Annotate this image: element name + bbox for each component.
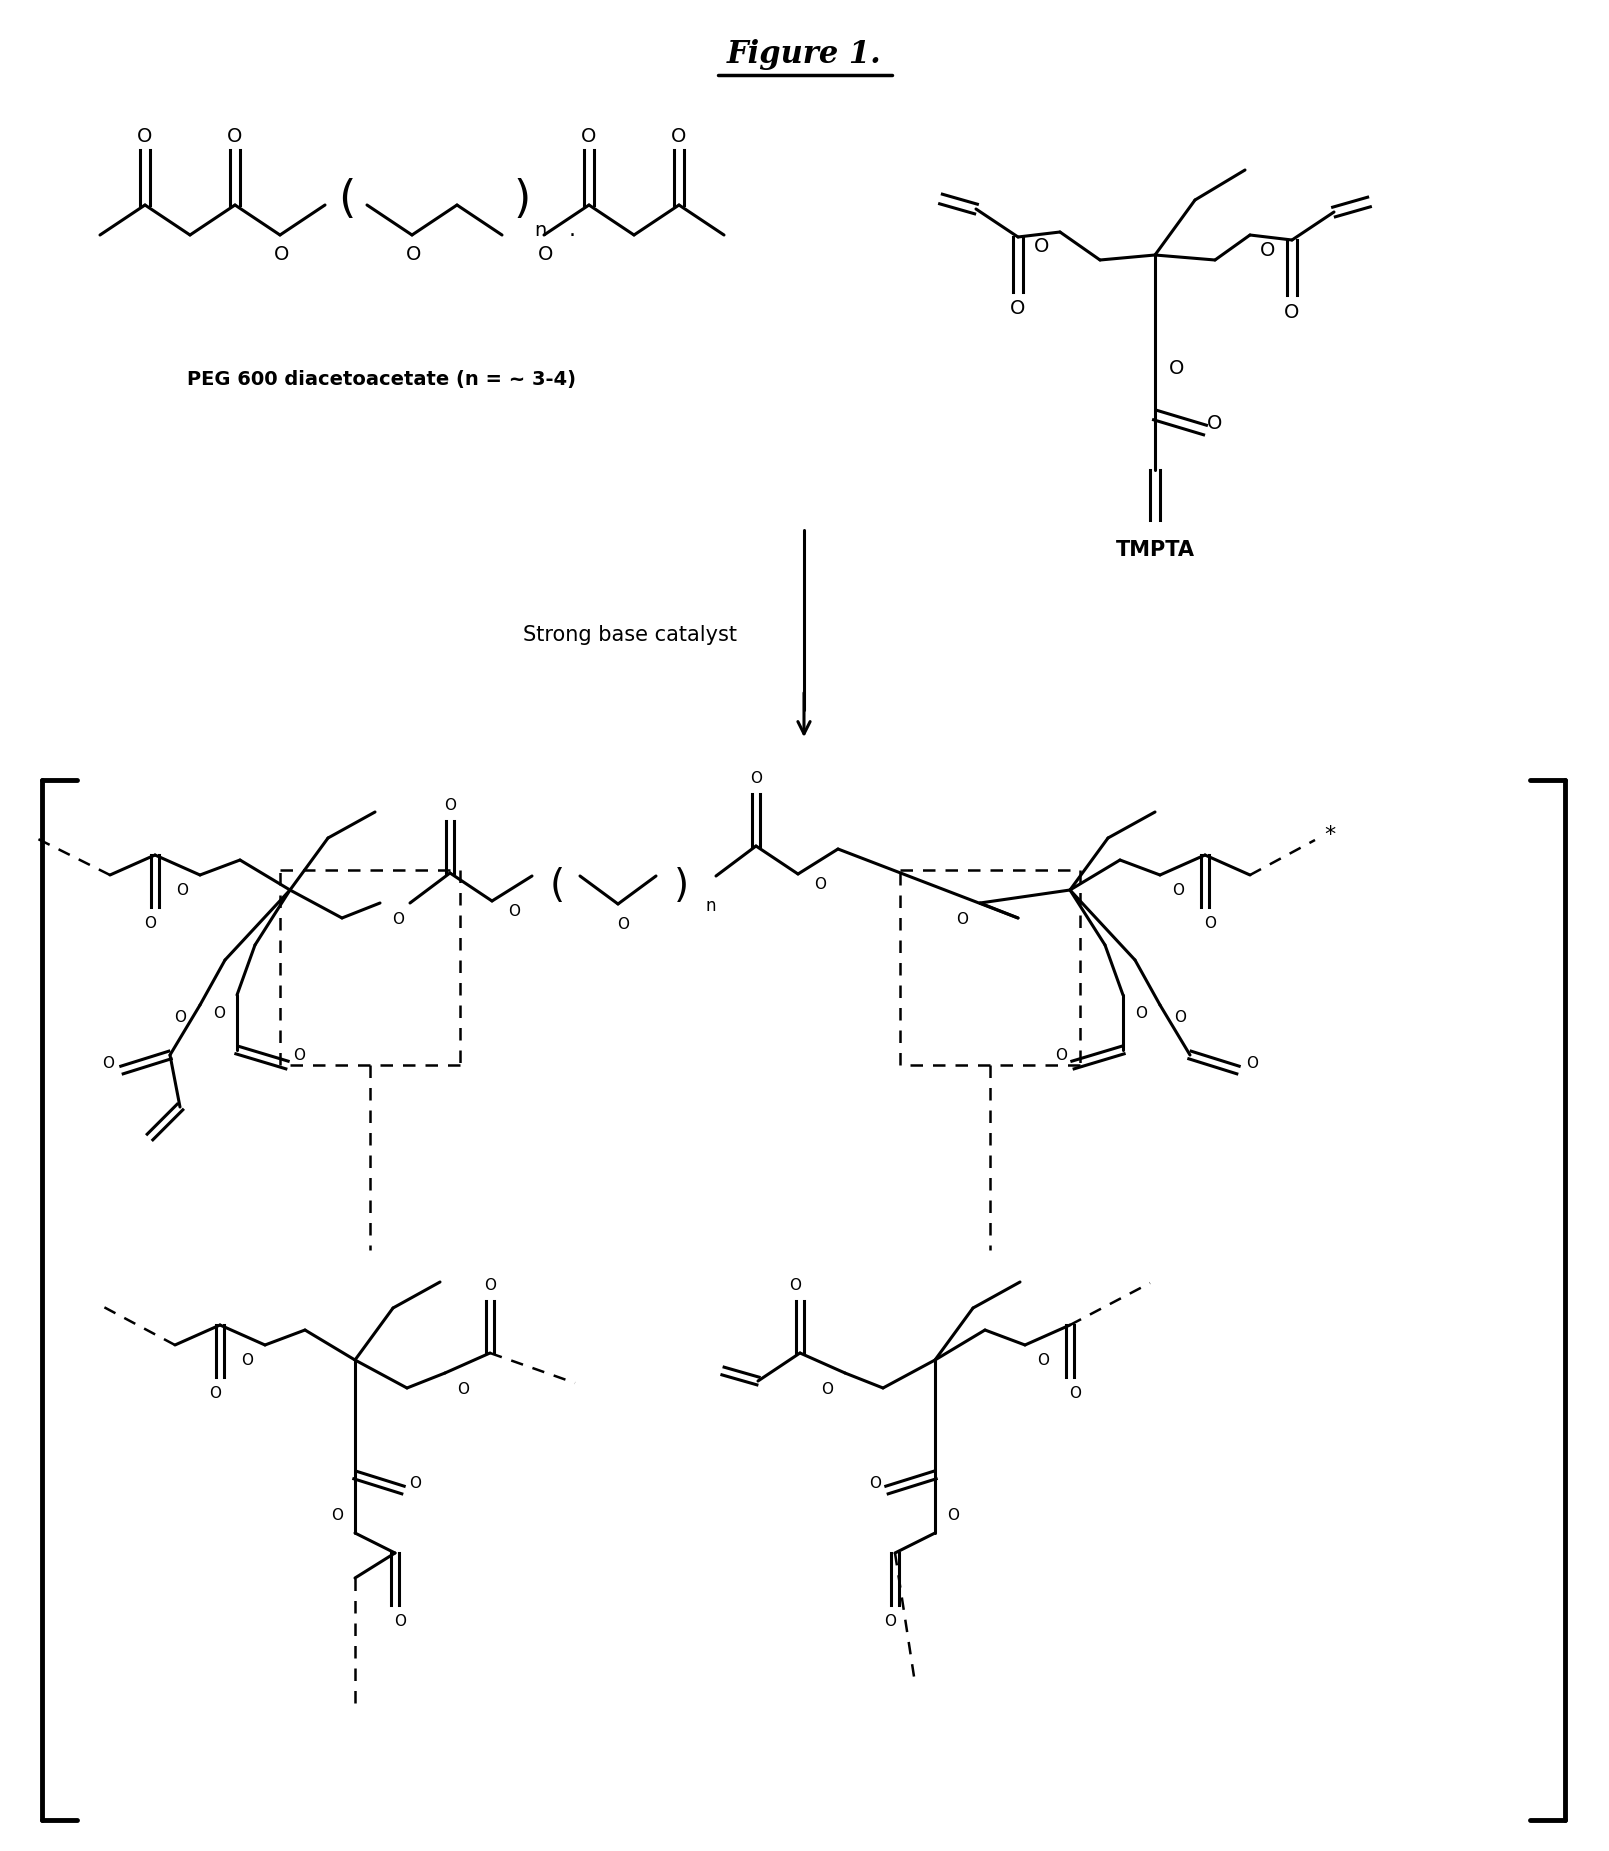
Text: O: O xyxy=(1245,1055,1258,1070)
Text: O: O xyxy=(671,128,687,146)
Text: ): ) xyxy=(674,866,689,905)
Text: O: O xyxy=(331,1507,343,1523)
Text: O: O xyxy=(143,916,156,931)
Text: O: O xyxy=(814,877,825,892)
Text: O: O xyxy=(1035,237,1049,257)
Text: O: O xyxy=(1010,300,1025,318)
Text: Figure 1.: Figure 1. xyxy=(727,39,882,70)
Text: TMPTA: TMPTA xyxy=(1115,540,1194,561)
Text: O: O xyxy=(1204,916,1216,931)
Text: .: . xyxy=(568,220,576,241)
Text: O: O xyxy=(393,911,404,927)
Text: PEG 600 diacetoacetate (n = ~ 3-4): PEG 600 diacetoacetate (n = ~ 3-4) xyxy=(188,370,576,389)
Text: O: O xyxy=(209,1386,220,1401)
Text: O: O xyxy=(948,1507,959,1523)
Text: ): ) xyxy=(513,178,531,222)
Text: O: O xyxy=(174,1009,187,1024)
Text: O: O xyxy=(1207,413,1223,433)
Text: O: O xyxy=(1175,1009,1186,1024)
Text: n: n xyxy=(706,898,716,914)
Text: O: O xyxy=(1170,359,1184,378)
Text: O: O xyxy=(1134,1005,1147,1020)
Text: Strong base catalyst: Strong base catalyst xyxy=(523,626,737,644)
Text: O: O xyxy=(581,128,597,146)
Text: O: O xyxy=(869,1475,882,1490)
Text: (: ( xyxy=(338,178,356,222)
Text: O: O xyxy=(227,128,243,146)
Text: O: O xyxy=(1260,241,1276,259)
Text: O: O xyxy=(1056,1048,1067,1062)
Text: O: O xyxy=(788,1277,801,1292)
Text: O: O xyxy=(539,246,553,265)
Text: O: O xyxy=(175,883,188,898)
Text: n: n xyxy=(534,220,545,239)
Text: (: ( xyxy=(549,866,565,905)
Text: O: O xyxy=(616,916,629,931)
Text: O: O xyxy=(508,903,520,918)
Text: O: O xyxy=(407,246,422,265)
Text: O: O xyxy=(956,911,969,927)
Text: O: O xyxy=(241,1353,253,1368)
Text: O: O xyxy=(293,1048,306,1062)
Text: O: O xyxy=(394,1614,405,1629)
Text: O: O xyxy=(1171,883,1184,898)
Text: O: O xyxy=(409,1475,422,1490)
Text: *: * xyxy=(1324,826,1335,846)
Text: O: O xyxy=(883,1614,896,1629)
Text: O: O xyxy=(101,1055,114,1070)
Text: O: O xyxy=(444,798,455,813)
Text: O: O xyxy=(274,246,290,265)
Text: O: O xyxy=(750,770,763,785)
Text: O: O xyxy=(1284,302,1300,322)
Text: O: O xyxy=(484,1277,496,1292)
Text: O: O xyxy=(1036,1353,1049,1368)
Text: O: O xyxy=(457,1381,468,1396)
Text: O: O xyxy=(212,1005,225,1020)
Text: O: O xyxy=(1068,1386,1081,1401)
Text: O: O xyxy=(137,128,153,146)
Text: O: O xyxy=(821,1381,833,1396)
